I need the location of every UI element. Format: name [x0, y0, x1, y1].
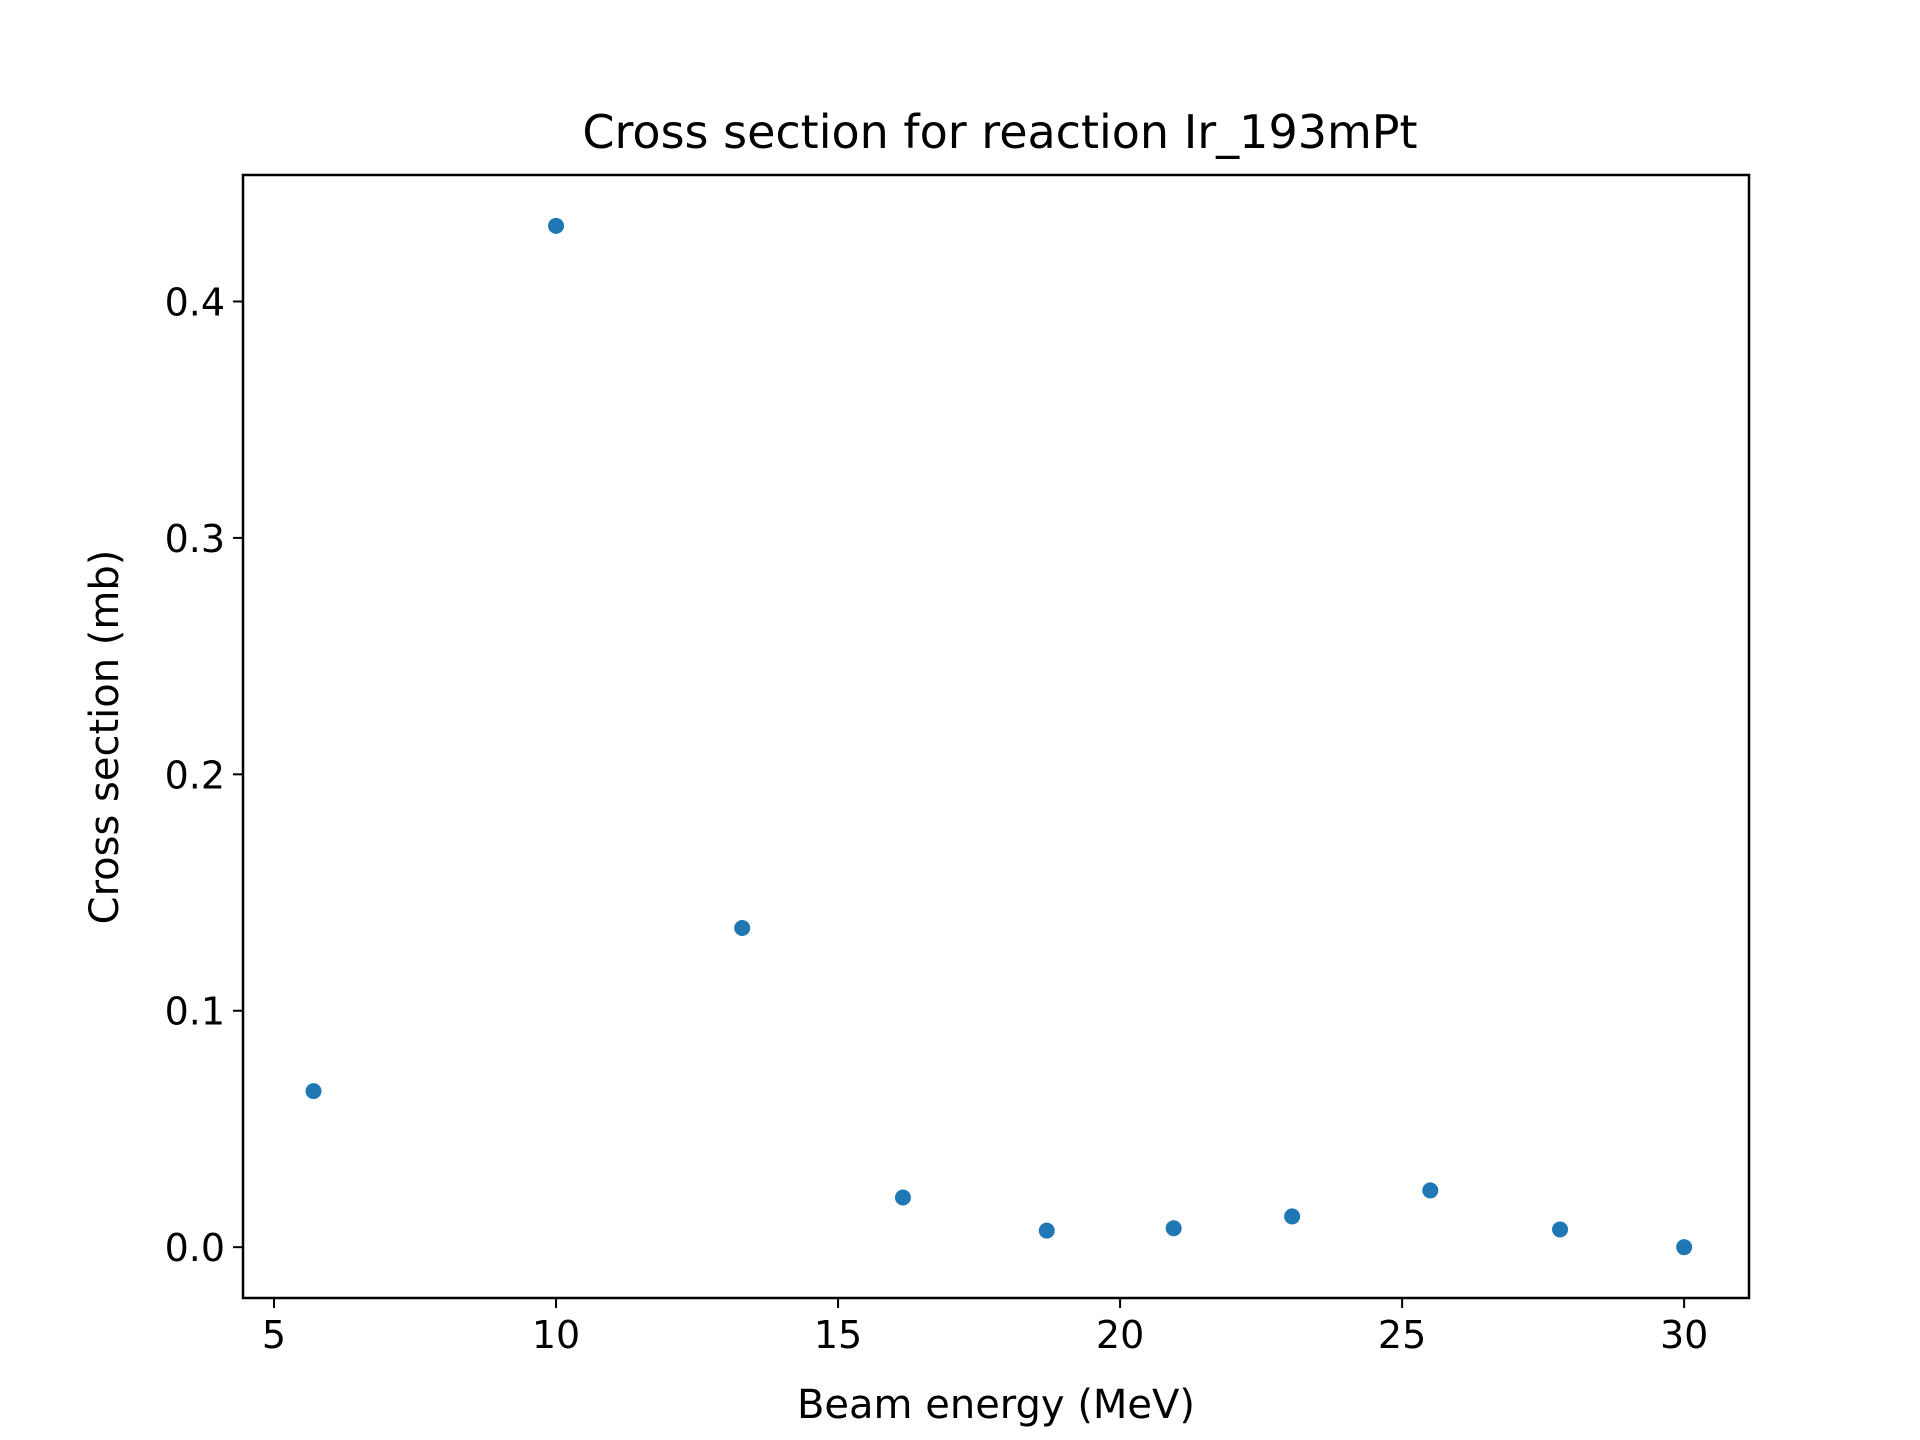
data-point	[1676, 1239, 1693, 1256]
x-tick-label: 10	[532, 1313, 580, 1357]
x-tick-label: 20	[1096, 1313, 1144, 1357]
data-point	[1038, 1222, 1055, 1239]
data-point	[734, 920, 751, 937]
x-tick-label: 5	[262, 1313, 286, 1357]
y-tick-label: 0.4	[165, 280, 225, 324]
data-point	[1552, 1221, 1569, 1238]
data-point	[548, 217, 565, 234]
data-point	[1284, 1208, 1301, 1225]
data-point	[305, 1083, 322, 1100]
y-axis-label: Cross section (mb)	[82, 550, 128, 925]
y-tick-label: 0.2	[165, 753, 225, 797]
data-point	[1165, 1220, 1182, 1237]
x-tick-label: 30	[1660, 1313, 1708, 1357]
x-axis: 5 10 15 20 25 30	[262, 1298, 1708, 1357]
chart-title: Cross section for reaction Ir_193mPt	[582, 105, 1417, 159]
y-tick-label: 0.3	[165, 517, 225, 561]
axes-frame	[241, 173, 1751, 1300]
y-tick-label: 0.0	[165, 1226, 225, 1270]
x-tick-label: 25	[1378, 1313, 1426, 1357]
y-tick-label: 0.1	[165, 990, 225, 1034]
x-axis-label: Beam energy (MeV)	[797, 1382, 1195, 1428]
data-points	[305, 217, 1693, 1256]
y-axis: 0.0 0.1 0.2 0.3 0.4	[165, 280, 243, 1270]
plot-area	[241, 173, 1751, 1300]
data-point	[894, 1189, 911, 1206]
x-tick-label: 15	[814, 1313, 862, 1357]
data-point	[1422, 1182, 1439, 1199]
